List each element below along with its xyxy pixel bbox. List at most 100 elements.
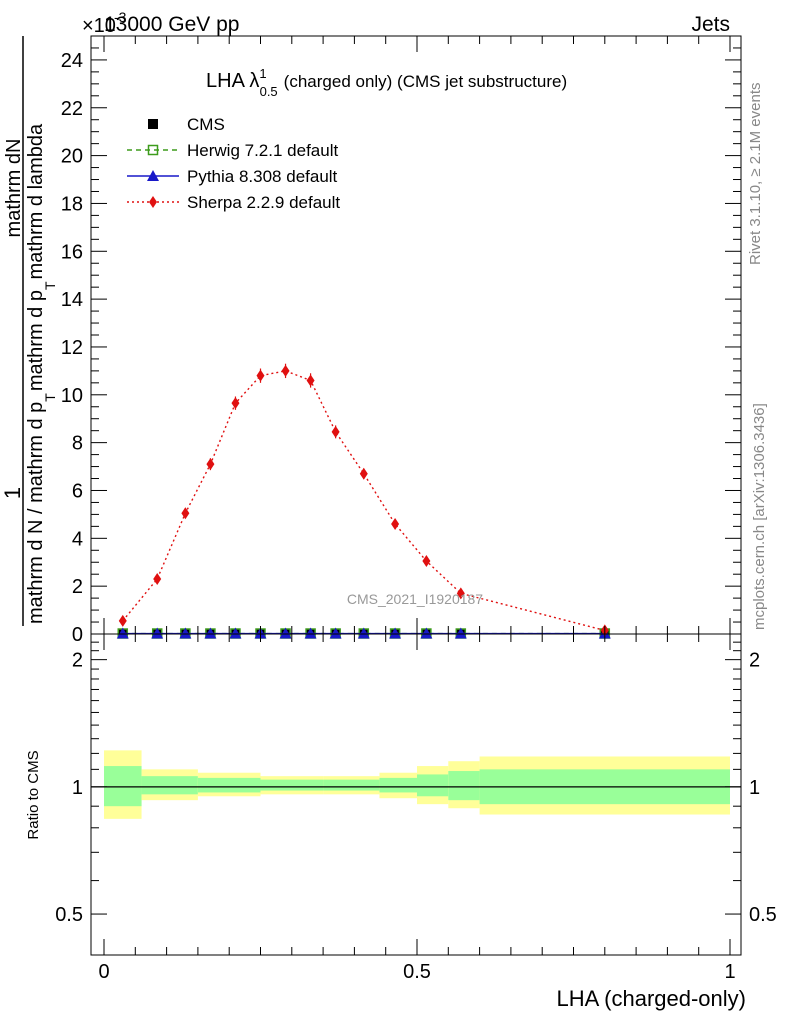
- y-title-denominator: mathrm d N / mathrm d pTmathrm d pTmathr…: [25, 123, 58, 624]
- ratio-band-green: [323, 779, 380, 791]
- main-y-tick-label: 22: [61, 98, 83, 120]
- y-exponent-label: ×10 -3: [82, 9, 127, 37]
- data-point: [116, 627, 129, 639]
- main-y-tick-label: 0: [72, 624, 83, 646]
- data-point: [456, 587, 465, 600]
- data-point: [454, 627, 467, 639]
- ratio-band-green: [448, 771, 480, 801]
- data-point: [229, 627, 242, 639]
- ratio-panel: 0.5 0.51 12 2 0 0.5 1: [55, 633, 777, 983]
- plot-title-suffix: (charged only) (CMS jet substructure): [284, 72, 567, 91]
- main-y-tick-label: 10: [61, 385, 83, 407]
- legend-label: Sherpa 2.2.9 default: [187, 193, 340, 212]
- data-point: [204, 627, 217, 639]
- x-axis-title: LHA (charged-only): [556, 986, 746, 1011]
- data-point: [153, 572, 162, 585]
- ratio-band-green: [197, 777, 261, 793]
- header-right-label: Jets: [691, 13, 730, 36]
- data-point: [281, 364, 290, 377]
- data-point: [391, 517, 400, 530]
- main-y-tick-label: 14: [61, 289, 83, 311]
- plot-title-main: LHA λ: [206, 70, 259, 92]
- ratio-band-green: [417, 774, 449, 797]
- legend: CMS Herwig 7.2.1 default Pythia 8.308 defa…: [127, 115, 340, 212]
- y-title-denominator-sub2: T: [42, 281, 58, 290]
- ratio-band-green: [379, 777, 417, 793]
- data-point: [306, 374, 315, 387]
- data-point: [304, 627, 317, 639]
- rivet-version-label: Rivet 3.1.10, ≥ 2.1M events: [747, 83, 764, 266]
- ratio-y-tick-label-right: 1: [749, 777, 760, 799]
- data-point: [231, 397, 240, 410]
- main-y-tick-label: 18: [61, 193, 83, 215]
- ratio-band-green: [104, 766, 142, 807]
- ratio-y-tick-label-right: 0.5: [749, 904, 777, 926]
- main-y-tick-label: 8: [72, 433, 83, 455]
- legend-label: CMS: [187, 115, 225, 134]
- main-y-tick-label: 12: [61, 337, 83, 359]
- legend-marker: [149, 196, 157, 208]
- ratio-y-tick-label: 1: [72, 777, 83, 799]
- y-exponent-power: -3: [114, 9, 127, 25]
- ratio-x-ticks: 0 0.5 1: [98, 634, 736, 983]
- mcplots-label: mcplots.cern.ch [arXiv:1306.3436]: [751, 403, 768, 630]
- y-title-denominator-part3: mathrm d lambda: [25, 123, 47, 279]
- ratio-y-tick-label: 2: [72, 650, 83, 672]
- ratio-y-tick-label-right: 2: [749, 650, 760, 672]
- plot-title-superscript: 1: [259, 66, 266, 81]
- main-y-tick-label: 2: [72, 576, 83, 598]
- legend-entry: CMS: [148, 115, 225, 134]
- y-title-numerator-dn: mathrm dN: [3, 139, 25, 238]
- x-tick-label: 1: [724, 961, 735, 983]
- legend-marker: [147, 144, 159, 156]
- y-title-numerator-one: 1: [0, 487, 25, 499]
- x-tick-label: 0.5: [403, 961, 431, 983]
- data-point: [359, 467, 368, 480]
- main-y-tick-label: 24: [61, 50, 83, 72]
- main-y-tick-label: 4: [72, 528, 83, 550]
- data-point: [331, 425, 340, 438]
- ratio-y-axis-title: Ratio to CMS: [25, 750, 42, 839]
- data-point: [422, 555, 431, 568]
- ratio-band-green: [260, 779, 324, 791]
- y-title-denominator-sub1: T: [42, 393, 58, 402]
- data-point: [151, 627, 164, 639]
- legend-label: Pythia 8.308 default: [187, 167, 338, 186]
- main-x-ticks: [103, 36, 731, 634]
- data-point: [279, 627, 292, 639]
- legend-entry: Herwig 7.2.1 default: [127, 141, 338, 160]
- main-y-tick-label: 16: [61, 241, 83, 263]
- legend-entry: Sherpa 2.2.9 default: [127, 193, 340, 212]
- main-y-tick-label: 6: [72, 480, 83, 502]
- ratio-plot-frame: [90, 633, 742, 956]
- legend-label: Herwig 7.2.1 default: [187, 141, 338, 160]
- data-point: [206, 458, 215, 471]
- data-point: [420, 627, 433, 639]
- plot-title: LHA λ1 0.5 (charged only) (CMS jet substru…: [206, 66, 567, 99]
- header-left-label: 13000 GeV pp: [104, 13, 239, 36]
- y-title-denominator-part1: mathrm d N / mathrm d p: [25, 402, 47, 624]
- main-y-tick-label: 20: [61, 146, 83, 168]
- data-point: [357, 627, 370, 639]
- data-point: [118, 614, 127, 627]
- ratio-y-ticks: 0.5 0.5 1 1 2 2: [55, 641, 777, 956]
- watermark-label: CMS_2021_I1920187: [347, 591, 483, 607]
- main-y-axis-title: 1 mathrm dN mathrm d N / mathrm d pTmath…: [0, 36, 58, 626]
- legend-marker: [147, 170, 159, 181]
- legend-marker: [148, 119, 158, 129]
- legend-entry: Pythia 8.308 default: [127, 167, 338, 186]
- data-point: [329, 627, 342, 639]
- ratio-y-tick-label: 0.5: [55, 904, 83, 926]
- series-pythia-8-308-default: [116, 627, 611, 639]
- ratio-bands: [104, 750, 730, 819]
- ratio-band-green: [141, 776, 198, 795]
- plot-title-subscript: 0.5: [260, 84, 278, 99]
- data-point: [389, 627, 402, 639]
- data-point: [181, 507, 190, 520]
- x-tick-label: 0: [98, 961, 109, 983]
- y-title-denominator-part2: mathrm d p: [25, 290, 47, 391]
- y-exponent-base: ×10: [82, 15, 116, 37]
